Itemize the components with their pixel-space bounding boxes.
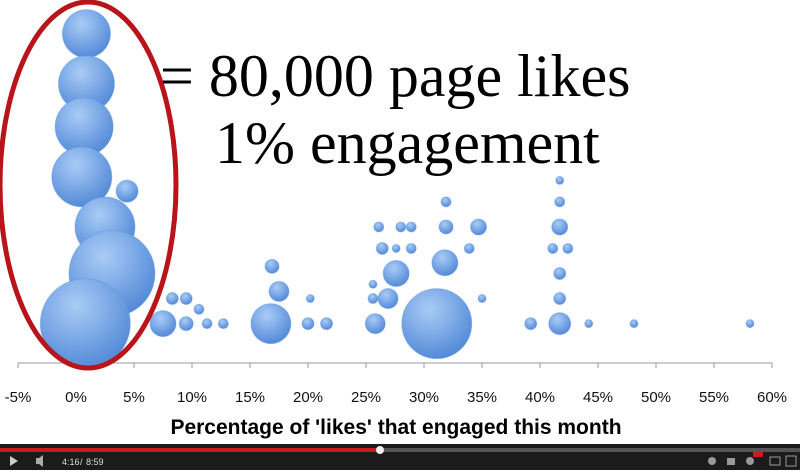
bubble bbox=[463, 242, 475, 254]
x-tick-label: 55% bbox=[699, 389, 729, 406]
player-controls: 4:16 / 8:59 bbox=[0, 444, 800, 470]
x-tick-label: 25% bbox=[351, 389, 381, 406]
annotation: = 80,000 page likes bbox=[160, 43, 630, 109]
progress-handle[interactable] bbox=[375, 446, 384, 454]
settings-button[interactable] bbox=[746, 457, 754, 465]
bubble bbox=[431, 249, 459, 277]
bubble bbox=[115, 179, 139, 203]
bubble bbox=[264, 258, 280, 274]
bubble bbox=[165, 292, 179, 306]
bubble bbox=[375, 241, 389, 255]
x-tick-label: 30% bbox=[409, 389, 439, 406]
bubble bbox=[368, 279, 378, 289]
x-tick-label: 20% bbox=[293, 389, 323, 406]
x-tick-label: 10% bbox=[177, 389, 207, 406]
x-tick-label: 15% bbox=[235, 389, 265, 406]
hd-badge bbox=[753, 452, 763, 457]
x-tick-label: 45% bbox=[583, 389, 613, 406]
x-tick-label: 5% bbox=[123, 389, 145, 406]
bubble bbox=[320, 317, 334, 331]
highlight-ellipse bbox=[0, 0, 179, 371]
bubble bbox=[629, 319, 639, 329]
bubble bbox=[395, 221, 407, 233]
x-tick-label: 0% bbox=[65, 389, 87, 406]
bubble bbox=[405, 221, 417, 233]
bubble bbox=[250, 303, 292, 345]
bubble bbox=[745, 319, 755, 329]
bubble bbox=[149, 310, 177, 338]
volume-button[interactable] bbox=[36, 455, 43, 467]
bubble bbox=[477, 294, 487, 304]
bubble bbox=[178, 316, 194, 332]
bubble bbox=[405, 242, 417, 254]
x-tick-label: 40% bbox=[525, 389, 555, 406]
bubble bbox=[367, 293, 379, 305]
bubble bbox=[377, 288, 399, 310]
size-button[interactable] bbox=[769, 456, 781, 466]
bubble bbox=[470, 218, 488, 236]
bubble bbox=[554, 196, 566, 208]
bubble bbox=[364, 313, 386, 335]
x-axis-title: Percentage of 'likes' that engaged this … bbox=[170, 416, 621, 439]
bubble bbox=[201, 318, 213, 330]
annotation: 1% engagement bbox=[215, 110, 600, 176]
progress-played bbox=[0, 448, 380, 452]
x-tick-label: -5% bbox=[5, 389, 32, 406]
x-tick-label: 60% bbox=[757, 389, 787, 406]
x-tick-label: 35% bbox=[467, 389, 497, 406]
watch-later-button[interactable] bbox=[708, 457, 716, 465]
progress-track bbox=[0, 448, 800, 452]
bubble bbox=[51, 146, 113, 208]
bubble bbox=[584, 319, 594, 329]
bubble bbox=[373, 221, 385, 233]
fullscreen-button[interactable] bbox=[785, 455, 797, 467]
x-tick-label: 50% bbox=[641, 389, 671, 406]
bubble bbox=[548, 312, 572, 336]
bubble bbox=[305, 294, 315, 304]
bubble bbox=[382, 260, 410, 287]
play-button[interactable] bbox=[10, 456, 18, 466]
bubble bbox=[391, 243, 401, 253]
control-bar bbox=[0, 444, 800, 470]
bubble bbox=[562, 242, 574, 254]
bubble bbox=[193, 303, 205, 315]
captions-button[interactable] bbox=[727, 458, 735, 465]
bubble bbox=[268, 280, 290, 302]
bubble bbox=[555, 175, 565, 185]
bubble bbox=[553, 267, 567, 280]
bubble bbox=[553, 292, 567, 306]
bubble bbox=[547, 242, 559, 254]
bubble bbox=[179, 292, 193, 306]
bubble bbox=[217, 318, 229, 330]
bubble bbox=[401, 288, 473, 360]
plot: -5% 0% 5% 10% 15% 20% 25% 30% 35% 40% 45% 50% 55% 60% bbox=[5, 9, 787, 406]
bubble bbox=[551, 218, 569, 236]
bubble bbox=[524, 317, 538, 331]
duration: 8:59 bbox=[86, 457, 104, 467]
time-separator: / bbox=[80, 457, 83, 467]
bubble bbox=[61, 9, 111, 59]
bubble bbox=[440, 196, 452, 208]
current-time: 4:16 bbox=[62, 457, 80, 467]
bubble bbox=[301, 317, 315, 331]
bubble bbox=[438, 219, 454, 235]
